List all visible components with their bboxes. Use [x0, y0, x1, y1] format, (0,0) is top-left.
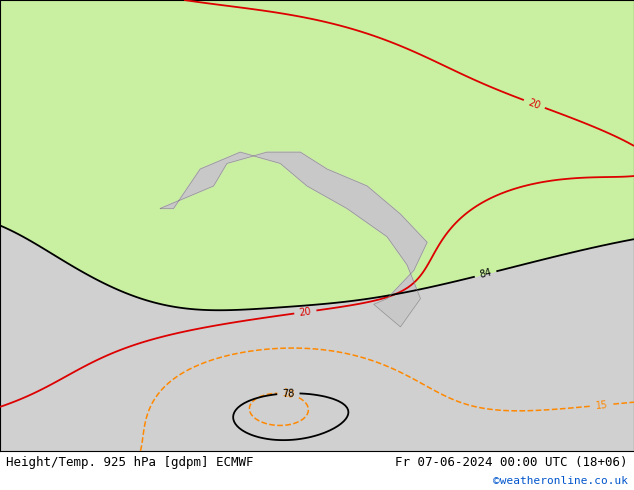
Text: 10: 10 [281, 388, 295, 400]
Text: 84: 84 [479, 268, 493, 280]
Polygon shape [160, 152, 427, 327]
Text: Fr 07-06-2024 00:00 UTC (18+06): Fr 07-06-2024 00:00 UTC (18+06) [395, 456, 628, 469]
Text: 78: 78 [282, 388, 295, 399]
Text: 20: 20 [299, 306, 312, 318]
Text: ©weatheronline.co.uk: ©weatheronline.co.uk [493, 476, 628, 486]
Text: 15: 15 [595, 399, 609, 411]
Text: Height/Temp. 925 hPa [gdpm] ECMWF: Height/Temp. 925 hPa [gdpm] ECMWF [6, 456, 254, 469]
Text: 20: 20 [527, 97, 542, 111]
